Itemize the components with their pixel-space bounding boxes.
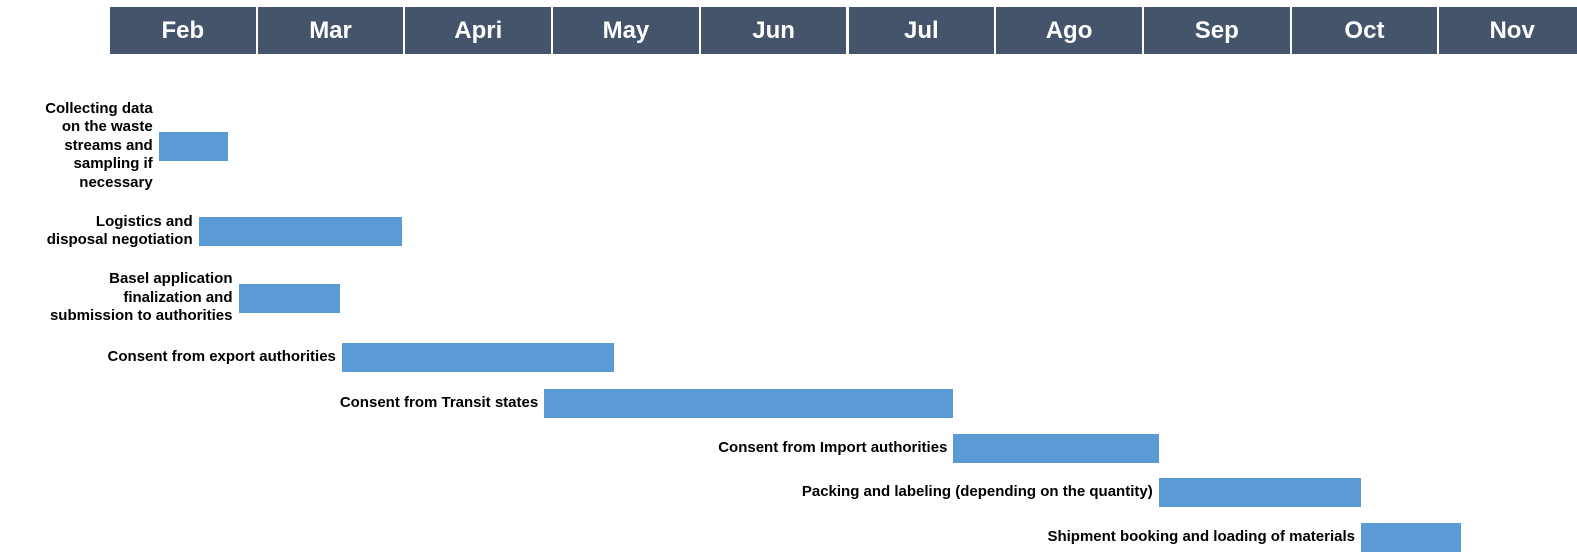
month-label: Oct — [1344, 16, 1385, 44]
month-label: Sep — [1194, 16, 1239, 44]
task-label: Shipment booking and loading of material… — [1047, 527, 1355, 545]
task-label: Consent from export authorities — [107, 347, 336, 365]
month-label: Jun — [752, 16, 795, 44]
month-header-ago: Ago — [996, 7, 1142, 54]
month-header-apri: Apri — [405, 7, 552, 54]
task-label: Basel application finalization and submi… — [49, 270, 233, 325]
task-label: Consent from Transit states — [339, 393, 539, 411]
task-bar — [341, 342, 614, 372]
month-header-may: May — [553, 7, 699, 54]
task-bar — [1158, 477, 1361, 507]
month-header-nov: Nov — [1439, 7, 1577, 54]
task-bar — [238, 283, 341, 313]
month-header-sep: Sep — [1143, 7, 1290, 54]
task-label: Consent from Import authorities — [718, 438, 948, 456]
task-bar — [953, 433, 1159, 463]
month-header-oct: Oct — [1291, 7, 1438, 54]
task-bar — [158, 131, 229, 161]
month-label: Jul — [904, 16, 939, 44]
month-label: Ago — [1045, 16, 1093, 44]
task-label: Collecting data on the waste streams and… — [45, 99, 153, 191]
month-header-mar: Mar — [257, 7, 404, 54]
month-label: Nov — [1489, 16, 1535, 44]
task-bar — [198, 216, 403, 246]
month-header-jul: Jul — [848, 7, 995, 54]
task-label: Logistics and disposal negotiation — [46, 212, 193, 249]
month-label: Mar — [309, 16, 352, 44]
task-label: Packing and labeling (depending on the q… — [801, 482, 1153, 500]
task-bar — [544, 388, 954, 418]
month-label: Apri — [454, 16, 503, 44]
month-label: May — [602, 16, 650, 44]
task-bar — [1361, 522, 1462, 552]
month-header-feb: Feb — [110, 7, 256, 54]
month-header-jun: Jun — [700, 7, 847, 54]
month-label: Feb — [161, 16, 205, 44]
